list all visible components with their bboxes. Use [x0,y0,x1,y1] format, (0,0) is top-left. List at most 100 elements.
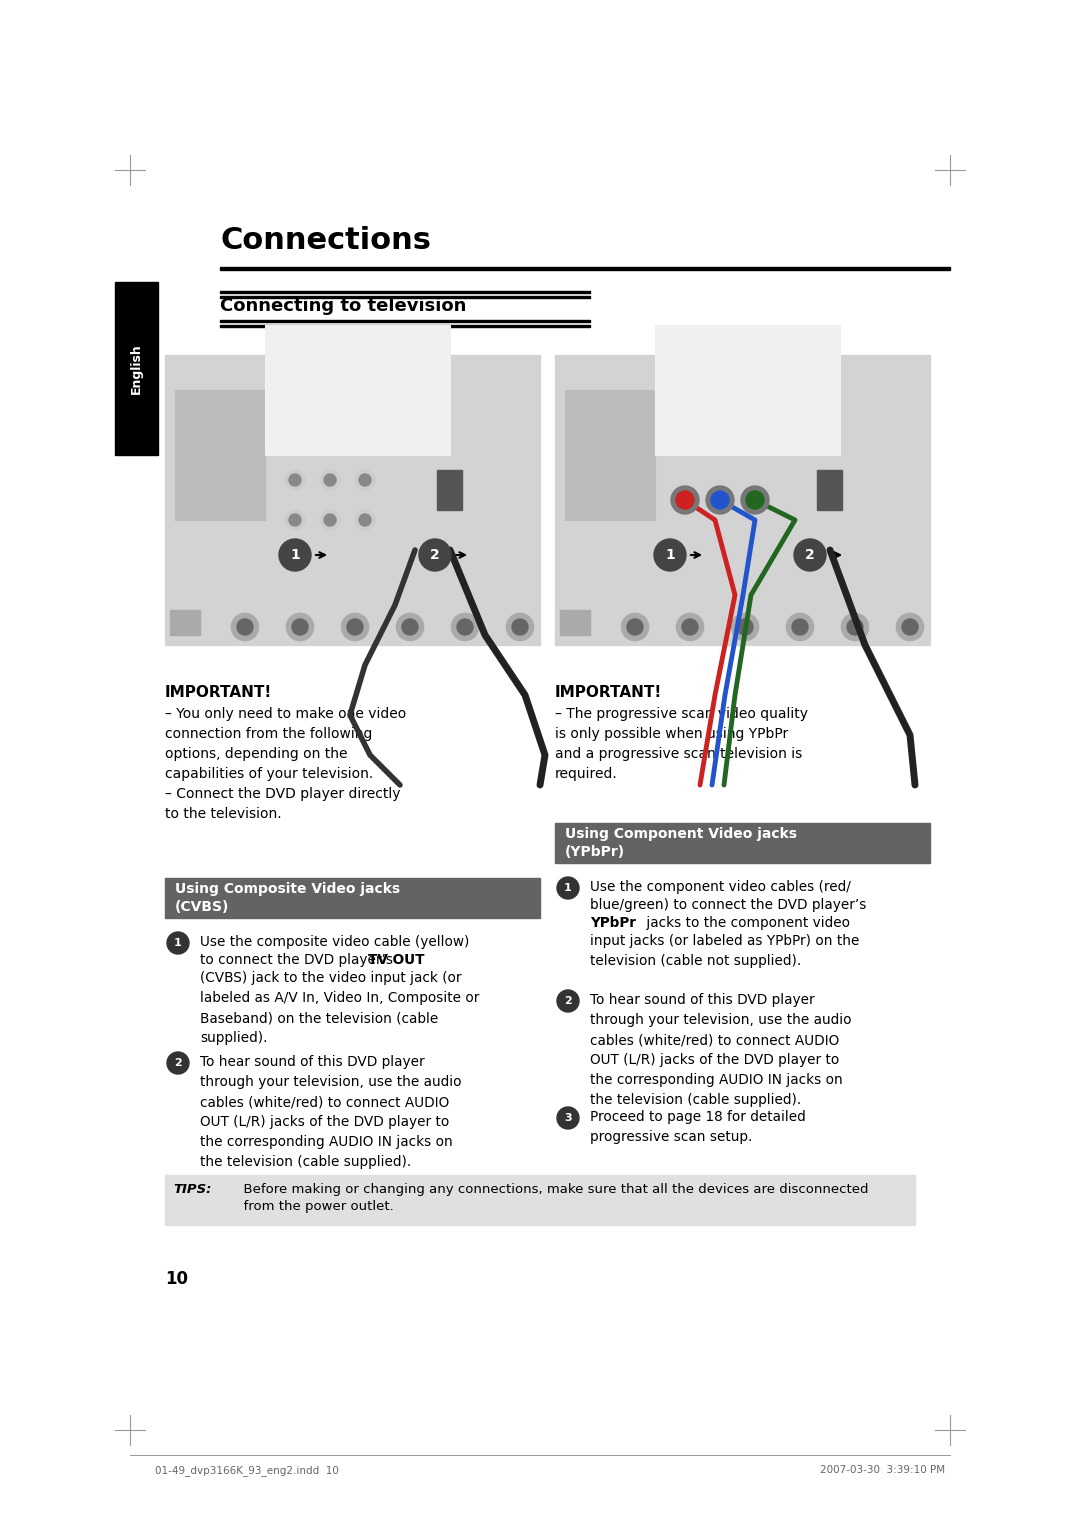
Circle shape [671,486,699,515]
Text: TV OUT: TV OUT [368,953,424,967]
Bar [175,389,265,521]
Circle shape [324,473,336,486]
Text: Proceed to page 18 for detailed
progressive scan setup.: Proceed to page 18 for detailed progress… [590,1110,806,1144]
Text: 1: 1 [291,548,300,562]
Circle shape [676,612,704,641]
Circle shape [355,470,375,490]
Text: To hear sound of this DVD player
through your television, use the audio
cables (: To hear sound of this DVD player through… [200,1055,461,1170]
Text: 2007-03-30  3:39:10 PM: 2007-03-30 3:39:10 PM [820,1464,945,1475]
Circle shape [341,612,369,641]
Circle shape [402,618,418,635]
Circle shape [289,515,301,525]
Text: Use the composite video cable (yellow): Use the composite video cable (yellow) [200,935,470,948]
Circle shape [681,618,698,635]
Circle shape [320,510,340,530]
Text: input jacks (or labeled as YPbPr) on the
television (cable not supplied).: input jacks (or labeled as YPbPr) on the… [590,935,860,968]
Bar [165,1174,915,1225]
Circle shape [731,612,759,641]
Circle shape [676,492,694,508]
Circle shape [792,618,808,635]
Bar [220,296,590,298]
Text: 01-49_dvp3166K_93_eng2.indd  10: 01-49_dvp3166K_93_eng2.indd 10 [156,1464,339,1477]
Circle shape [706,486,734,515]
Circle shape [285,470,305,490]
Circle shape [621,612,649,641]
Text: Use the component video cables (red/: Use the component video cables (red/ [590,880,851,893]
Text: Before making or changing any connections, make sure that all the devices are di: Before making or changing any connection… [235,1183,868,1212]
Circle shape [786,612,814,641]
Text: IMPORTANT!: IMPORTANT! [555,686,662,699]
Circle shape [286,612,314,641]
Bar [265,325,450,455]
Circle shape [396,612,424,641]
Text: 3: 3 [564,1113,571,1122]
Circle shape [285,510,305,530]
Bar [555,823,930,863]
Circle shape [627,618,643,635]
Text: 1: 1 [665,548,675,562]
Circle shape [359,473,372,486]
Circle shape [279,539,311,571]
Bar [565,389,654,521]
Text: 1: 1 [564,883,572,893]
Text: YPbPr: YPbPr [590,916,636,930]
Bar [220,319,590,322]
Circle shape [451,612,480,641]
Bar [816,470,842,510]
Text: Connections: Connections [220,226,431,255]
Bar [165,878,540,918]
Text: – You only need to make one video
connection from the following
options, dependi: – You only need to make one video connec… [165,707,406,822]
Text: TIPS:: TIPS: [173,1183,212,1196]
Circle shape [737,618,753,635]
Circle shape [654,539,686,571]
Bar [114,282,158,455]
Text: 2: 2 [430,548,440,562]
Circle shape [847,618,863,635]
Circle shape [289,473,301,486]
Circle shape [359,515,372,525]
Text: blue/green) to connect the DVD player’s: blue/green) to connect the DVD player’s [590,898,866,912]
Circle shape [841,612,869,641]
Circle shape [557,1107,579,1128]
Text: – The progressive scan video quality
is only possible when using YPbPr
and a pro: – The progressive scan video quality is … [555,707,808,782]
Bar [437,470,462,510]
Circle shape [347,618,363,635]
Circle shape [355,510,375,530]
Bar [170,609,200,635]
Bar [220,290,590,293]
Circle shape [557,989,579,1012]
Text: 1: 1 [174,938,181,948]
Text: to connect the DVD player’s: to connect the DVD player’s [200,953,397,967]
Circle shape [896,612,924,641]
Circle shape [512,618,528,635]
Text: (CVBS) jack to the video input jack (or
labeled as A/V In, Video In, Composite o: (CVBS) jack to the video input jack (or … [200,971,480,1044]
Text: jacks to the component video: jacks to the component video [642,916,850,930]
Circle shape [324,515,336,525]
Circle shape [557,876,579,899]
Text: Using Component Video jacks
(YPbPr): Using Component Video jacks (YPbPr) [565,828,797,858]
Bar [555,354,930,644]
Text: 2: 2 [805,548,815,562]
Circle shape [457,618,473,635]
Text: Connecting to television: Connecting to television [220,296,467,315]
Text: 10: 10 [165,1270,188,1287]
Circle shape [167,931,189,954]
Circle shape [507,612,534,641]
Bar [165,354,540,644]
Circle shape [292,618,308,635]
Text: 2: 2 [564,996,572,1006]
Circle shape [711,492,729,508]
Text: Using Composite Video jacks
(CVBS): Using Composite Video jacks (CVBS) [175,883,400,913]
Circle shape [794,539,826,571]
Bar [220,325,590,327]
Bar [220,267,950,270]
Bar [561,609,590,635]
Circle shape [320,470,340,490]
Text: IMPORTANT!: IMPORTANT! [165,686,272,699]
Bar [654,325,840,455]
Text: English: English [130,344,143,394]
Circle shape [741,486,769,515]
Text: 2: 2 [174,1058,181,1067]
Circle shape [902,618,918,635]
Circle shape [167,1052,189,1073]
